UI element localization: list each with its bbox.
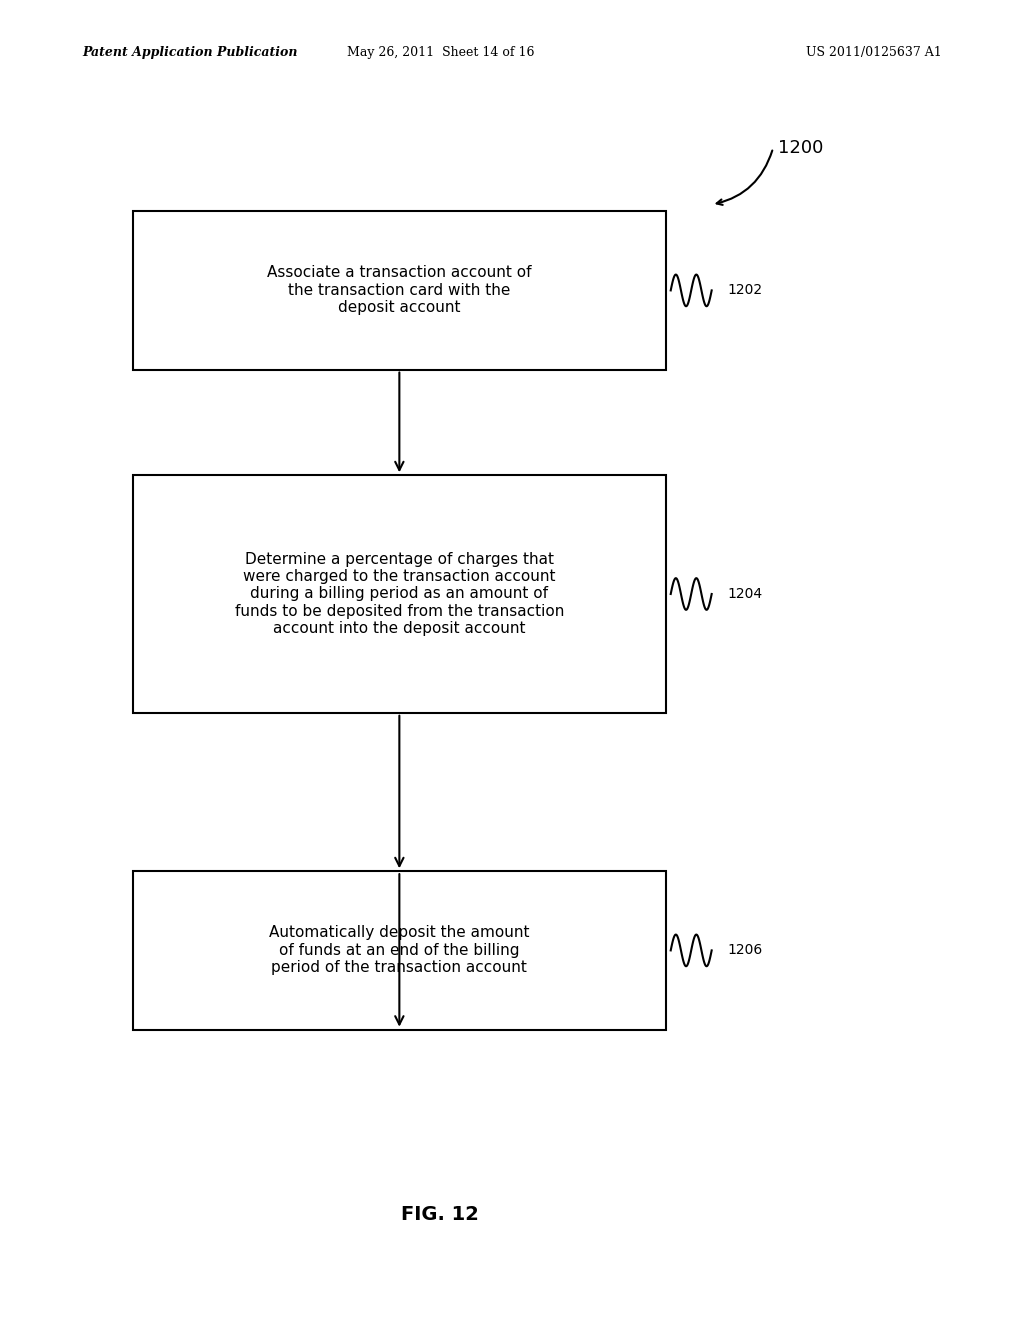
- Text: US 2011/0125637 A1: US 2011/0125637 A1: [806, 46, 942, 59]
- Text: May 26, 2011  Sheet 14 of 16: May 26, 2011 Sheet 14 of 16: [346, 46, 535, 59]
- FancyBboxPatch shape: [133, 871, 666, 1030]
- Text: FIG. 12: FIG. 12: [401, 1205, 479, 1224]
- Text: 1202: 1202: [727, 284, 762, 297]
- Text: 1204: 1204: [727, 587, 762, 601]
- Text: Determine a percentage of charges that
were charged to the transaction account
d: Determine a percentage of charges that w…: [234, 552, 564, 636]
- Text: Associate a transaction account of
the transaction card with the
deposit account: Associate a transaction account of the t…: [267, 265, 531, 315]
- Text: 1200: 1200: [778, 139, 823, 157]
- Text: Patent Application Publication: Patent Application Publication: [82, 46, 297, 59]
- FancyBboxPatch shape: [133, 475, 666, 713]
- Text: Automatically deposit the amount
of funds at an end of the billing
period of the: Automatically deposit the amount of fund…: [269, 925, 529, 975]
- FancyBboxPatch shape: [133, 211, 666, 370]
- Text: 1206: 1206: [727, 944, 762, 957]
